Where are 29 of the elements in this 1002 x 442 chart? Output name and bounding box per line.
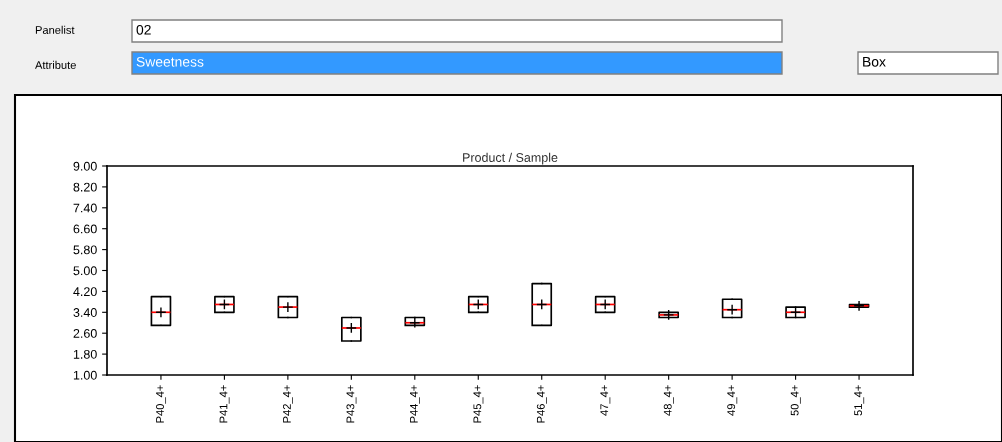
x-tick-label: P41_4+ — [219, 385, 230, 423]
x-tick-label: P44_4+ — [410, 385, 420, 423]
x-tick-label: P40_4+ — [156, 385, 167, 423]
x-tick-label: 51_4+ — [854, 385, 865, 416]
x-tick-label: P45_4+ — [473, 385, 484, 423]
x-tick-label: 47_4+ — [600, 385, 611, 416]
text: Attribute — [35, 60, 76, 69]
y-tick-label: 5.00 — [73, 266, 97, 276]
text: 02 — [136, 24, 151, 35]
y-tick-label: 1.80 — [73, 349, 97, 359]
y-tick-label: 1.00 — [73, 370, 97, 380]
text: Panelist — [35, 25, 75, 34]
text: Sweetness — [136, 56, 204, 67]
x-tick-label: 49_4+ — [727, 385, 738, 416]
x-tick-label: P46_4+ — [536, 385, 547, 423]
y-tick-label: 7.40 — [73, 203, 97, 213]
y-tick-label: 4.20 — [73, 287, 97, 297]
y-tick-label: 3.40 — [73, 308, 97, 317]
y-tick-label: 9.00 — [73, 161, 97, 171]
x-tick-label: 50_4+ — [790, 385, 801, 416]
y-tick-label: 2.60 — [73, 329, 97, 338]
chart-title: Product / Sample — [463, 152, 558, 165]
x-tick-label: P43_4+ — [346, 385, 357, 423]
x-tick-label: P42_4+ — [282, 385, 293, 423]
y-tick-label: 8.20 — [73, 182, 97, 192]
y-tick-label: 6.60 — [73, 224, 97, 234]
y-tick-label: 5.80 — [73, 245, 97, 255]
x-tick-label: 48_4+ — [663, 385, 674, 416]
text: Box — [863, 57, 886, 67]
